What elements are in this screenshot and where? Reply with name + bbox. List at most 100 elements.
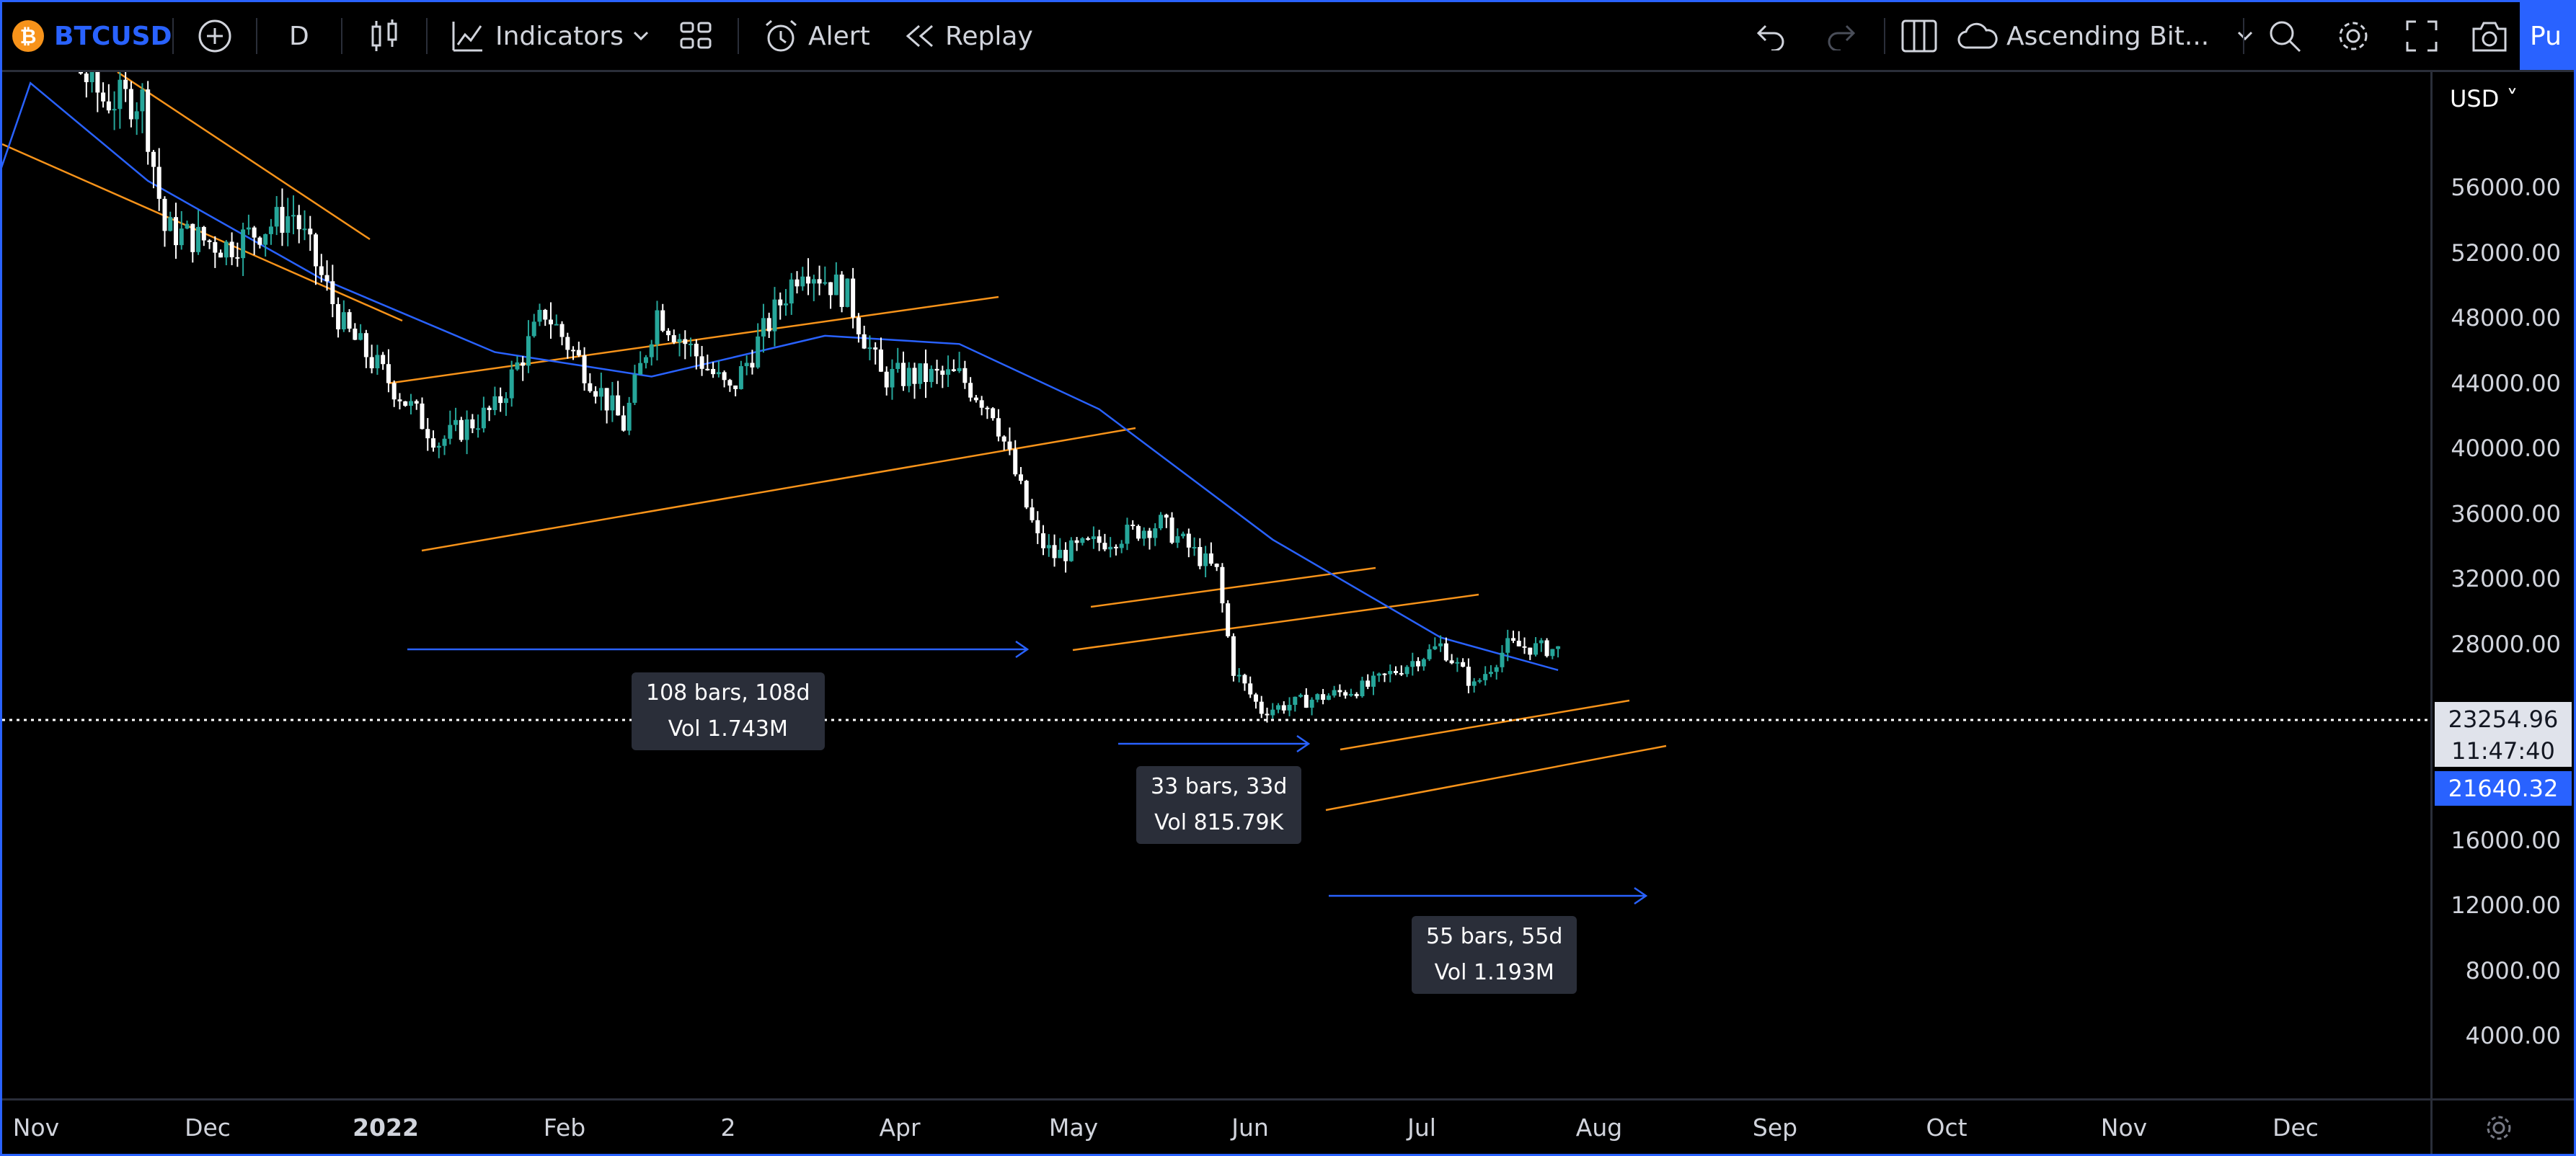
candle <box>554 314 559 326</box>
date-range-measure[interactable] <box>407 640 1648 905</box>
candle-body <box>906 368 911 386</box>
trendline[interactable] <box>1072 593 1479 652</box>
candle <box>470 414 475 434</box>
drawing-layer[interactable] <box>2 72 1667 812</box>
candle <box>235 242 240 267</box>
candle <box>1253 693 1258 709</box>
bar-style-icon[interactable] <box>368 2 400 70</box>
symbol-selector[interactable]: ₿ BTCUSD <box>12 2 172 70</box>
candle-body <box>168 217 173 231</box>
time-axis[interactable]: Nov Dec 2022 Feb 2 Apr May Jun Jul Aug S… <box>2 1098 2430 1154</box>
trendline[interactable] <box>1340 699 1630 751</box>
trendline[interactable] <box>387 295 999 385</box>
candle-body <box>1265 713 1270 716</box>
price-tick: 4000.00 <box>2465 1022 2561 1049</box>
candle <box>1091 526 1096 549</box>
candle <box>632 365 637 406</box>
candle-body <box>991 408 996 419</box>
layout-icon[interactable] <box>1901 2 1937 70</box>
candle <box>531 314 536 338</box>
candle <box>1265 707 1270 723</box>
candle <box>1366 674 1371 690</box>
candle <box>806 258 811 295</box>
candle <box>173 203 178 259</box>
settings-icon[interactable] <box>2484 1113 2513 1142</box>
trendline[interactable] <box>421 427 1136 552</box>
candle-body <box>632 374 637 403</box>
candle <box>1119 540 1124 553</box>
undo-icon[interactable] <box>1756 2 1787 70</box>
candle-body <box>643 357 648 363</box>
chart-pane[interactable]: 108 bars, 108d Vol 1.743M 33 bars, 33d V… <box>2 72 2430 1098</box>
candle-body <box>1086 538 1091 540</box>
candle-body <box>851 278 856 318</box>
search-icon[interactable] <box>2267 2 2302 70</box>
candle-body <box>649 344 654 357</box>
candle-body <box>756 336 761 368</box>
candle <box>604 388 609 424</box>
candle <box>1208 542 1213 566</box>
candle <box>1074 537 1079 551</box>
indicators-button[interactable]: Indicators <box>451 2 624 70</box>
chevron-down-icon[interactable] <box>632 2 650 70</box>
alert-button[interactable]: Alert <box>762 2 870 70</box>
candle-body <box>979 400 984 408</box>
candle <box>1086 536 1091 541</box>
price-tick: 8000.00 <box>2465 957 2561 984</box>
candle <box>1035 511 1040 544</box>
candle-body <box>1550 649 1555 657</box>
candle <box>314 233 319 285</box>
arrow-right-icon <box>1296 734 1311 753</box>
time-tick: Apr <box>879 1113 921 1142</box>
add-symbol-icon[interactable] <box>197 2 233 70</box>
chart-canvas[interactable] <box>2 72 2430 1098</box>
time-tick: Feb <box>543 1113 586 1142</box>
candle <box>1068 537 1074 562</box>
trendline[interactable] <box>1090 566 1376 608</box>
candle <box>862 325 867 350</box>
measure-tooltip: 33 bars, 33d Vol 815.79K <box>1136 766 1302 844</box>
candle-body <box>1164 515 1169 518</box>
candle <box>722 370 727 388</box>
candlestick-series[interactable] <box>2 72 1561 723</box>
replay-button[interactable]: Replay <box>903 2 1033 70</box>
candle <box>1276 703 1281 713</box>
candle-body <box>420 403 425 430</box>
fullscreen-icon[interactable] <box>2406 2 2438 70</box>
candle <box>146 81 151 165</box>
candle-body <box>1281 705 1286 711</box>
candle <box>778 292 783 320</box>
publish-label: Pu <box>2530 21 2562 51</box>
toolbar-divider <box>426 18 428 54</box>
axis-settings-corner[interactable] <box>2430 1098 2574 1154</box>
candle-body <box>1449 660 1454 664</box>
layout-name-button[interactable]: Ascending Bit... <box>1957 2 2254 70</box>
candle-body <box>453 419 459 425</box>
candle <box>1427 644 1432 662</box>
publish-button[interactable]: Pu <box>2520 2 2574 70</box>
interval-button[interactable]: D <box>289 2 309 70</box>
templates-icon[interactable] <box>680 2 712 70</box>
trendline[interactable] <box>117 72 371 241</box>
moving-average-line[interactable] <box>2 81 1559 672</box>
candle <box>621 406 626 432</box>
candle-body <box>823 282 828 284</box>
candle-body <box>1276 705 1281 710</box>
candle <box>689 337 694 357</box>
candle-body <box>940 370 945 375</box>
candle-body <box>196 226 201 252</box>
currency-selector[interactable]: USD ˅ <box>2450 85 2518 112</box>
candle <box>1147 528 1152 550</box>
candle-body <box>772 299 777 332</box>
candle <box>582 347 587 391</box>
trendline[interactable] <box>1325 744 1667 812</box>
settings-icon[interactable] <box>2335 2 2371 70</box>
candle <box>1544 638 1549 658</box>
camera-icon[interactable] <box>2471 2 2508 70</box>
redo-icon[interactable] <box>1825 2 1856 70</box>
price-axis[interactable]: USD ˅ 56000.00 52000.00 48000.00 44000.0… <box>2430 72 2574 1098</box>
measure-tooltip: 108 bars, 108d Vol 1.743M <box>632 672 825 750</box>
candle-body <box>319 266 324 275</box>
candle-body <box>890 368 895 388</box>
candle-body <box>1214 564 1219 567</box>
